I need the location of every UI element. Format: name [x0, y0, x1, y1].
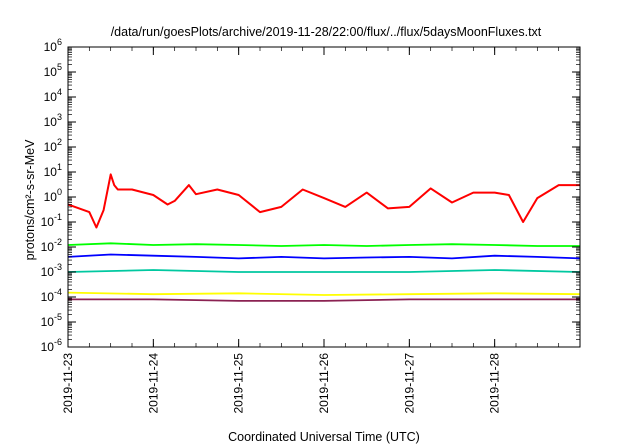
y-tick-label: 101 — [44, 162, 62, 179]
y-tick-label: 10-2 — [41, 237, 62, 254]
x-axis-label: Coordinated Universal Time (UTC) — [228, 430, 420, 444]
series-line — [68, 242, 580, 247]
y-tick-label: 10-3 — [41, 262, 62, 279]
series-line — [68, 173, 580, 229]
x-tick-label: 2019-11-24 — [146, 353, 160, 414]
series-line — [68, 298, 580, 302]
y-tick-label: 106 — [44, 37, 62, 54]
y-tick-label: 100 — [44, 187, 62, 204]
x-tick-label: 2019-11-27 — [402, 353, 416, 414]
y-tick-label: 105 — [44, 62, 62, 79]
x-tick-label: 2019-11-25 — [232, 353, 246, 414]
chart-title: /data/run/goesPlots/archive/2019-11-28/2… — [111, 25, 542, 39]
y-axis-label: protons/cm²-s-sr-MeV — [23, 139, 37, 261]
y-tick-label: 10-1 — [41, 212, 62, 229]
x-tick-label: 2019-11-28 — [488, 353, 502, 414]
x-tick-label: 2019-11-23 — [61, 353, 75, 414]
series-line — [68, 269, 580, 273]
y-tick-label: 10-4 — [41, 287, 62, 304]
x-tick-label: 2019-11-26 — [317, 353, 331, 414]
series-layer — [68, 173, 580, 302]
y-tick-label: 102 — [44, 137, 62, 154]
y-tick-label: 104 — [44, 87, 62, 104]
plot-frame — [67, 46, 581, 348]
y-tick-label: 103 — [44, 112, 62, 129]
y-tick-label: 10-6 — [41, 337, 62, 354]
y-axis-ticks: 10-6 10-5 10-4 10-3 10-2 10-1 100 101 102 103 104 1… — [41, 37, 580, 354]
series-line — [68, 291, 580, 296]
x-axis-ticks: 2019-11-23 2019-11-24 2019-11-25 2019-11-26… — [61, 47, 581, 414]
y-tick-label: 10-5 — [41, 312, 62, 329]
series-line — [68, 253, 580, 260]
